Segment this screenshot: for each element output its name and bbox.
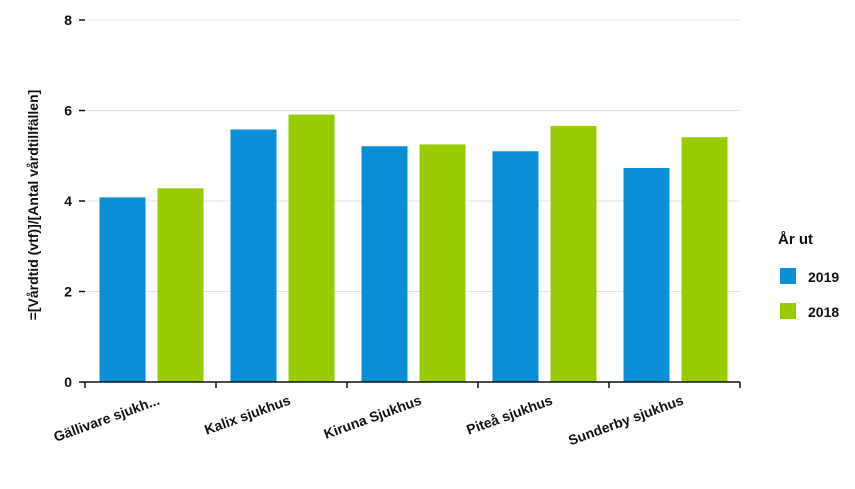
legend-label: 2018 [808, 304, 839, 320]
bar-2019 [492, 151, 539, 382]
bar-2018 [681, 137, 728, 382]
x-tick-label: Piteå sjukhus [464, 392, 554, 438]
legend-label: 2019 [808, 269, 839, 285]
y-tick-label: 2 [64, 284, 72, 300]
bar-2019 [361, 146, 408, 382]
legend: År ut 2019 2018 [778, 231, 839, 320]
y-axis-title: =[Vårdtid (vtf)]/[Antal vårdtillfällen] [25, 90, 41, 321]
y-tick-label: 6 [64, 103, 72, 119]
y-tick-label: 8 [64, 12, 72, 28]
y-tick-label: 0 [64, 374, 72, 390]
x-axis-ticks: Gällivare sjukh... Kalix sjukhus Kiruna Sj… [51, 382, 741, 449]
bar-group [99, 114, 728, 382]
legend-swatch-2019 [780, 268, 796, 284]
x-tick-label: Gällivare sjukh... [51, 392, 161, 445]
x-tick-label: Kiruna Sjukhus [322, 392, 424, 442]
bar-2018 [550, 125, 597, 382]
bar-2019 [230, 129, 277, 382]
x-tick-label: Kalix sjukhus [202, 392, 292, 438]
bar-2019 [99, 197, 146, 382]
x-tick-label: Sunderby sjukhus [566, 392, 686, 449]
legend-title: År ut [778, 231, 813, 248]
bar-2018 [157, 188, 204, 382]
y-tick-label: 4 [64, 193, 72, 209]
y-axis-ticks: 0 2 4 6 8 [64, 12, 85, 390]
bar-2019 [623, 167, 670, 382]
bar-2018 [288, 114, 335, 382]
legend-swatch-2018 [780, 303, 796, 319]
bar-2018 [419, 144, 466, 382]
